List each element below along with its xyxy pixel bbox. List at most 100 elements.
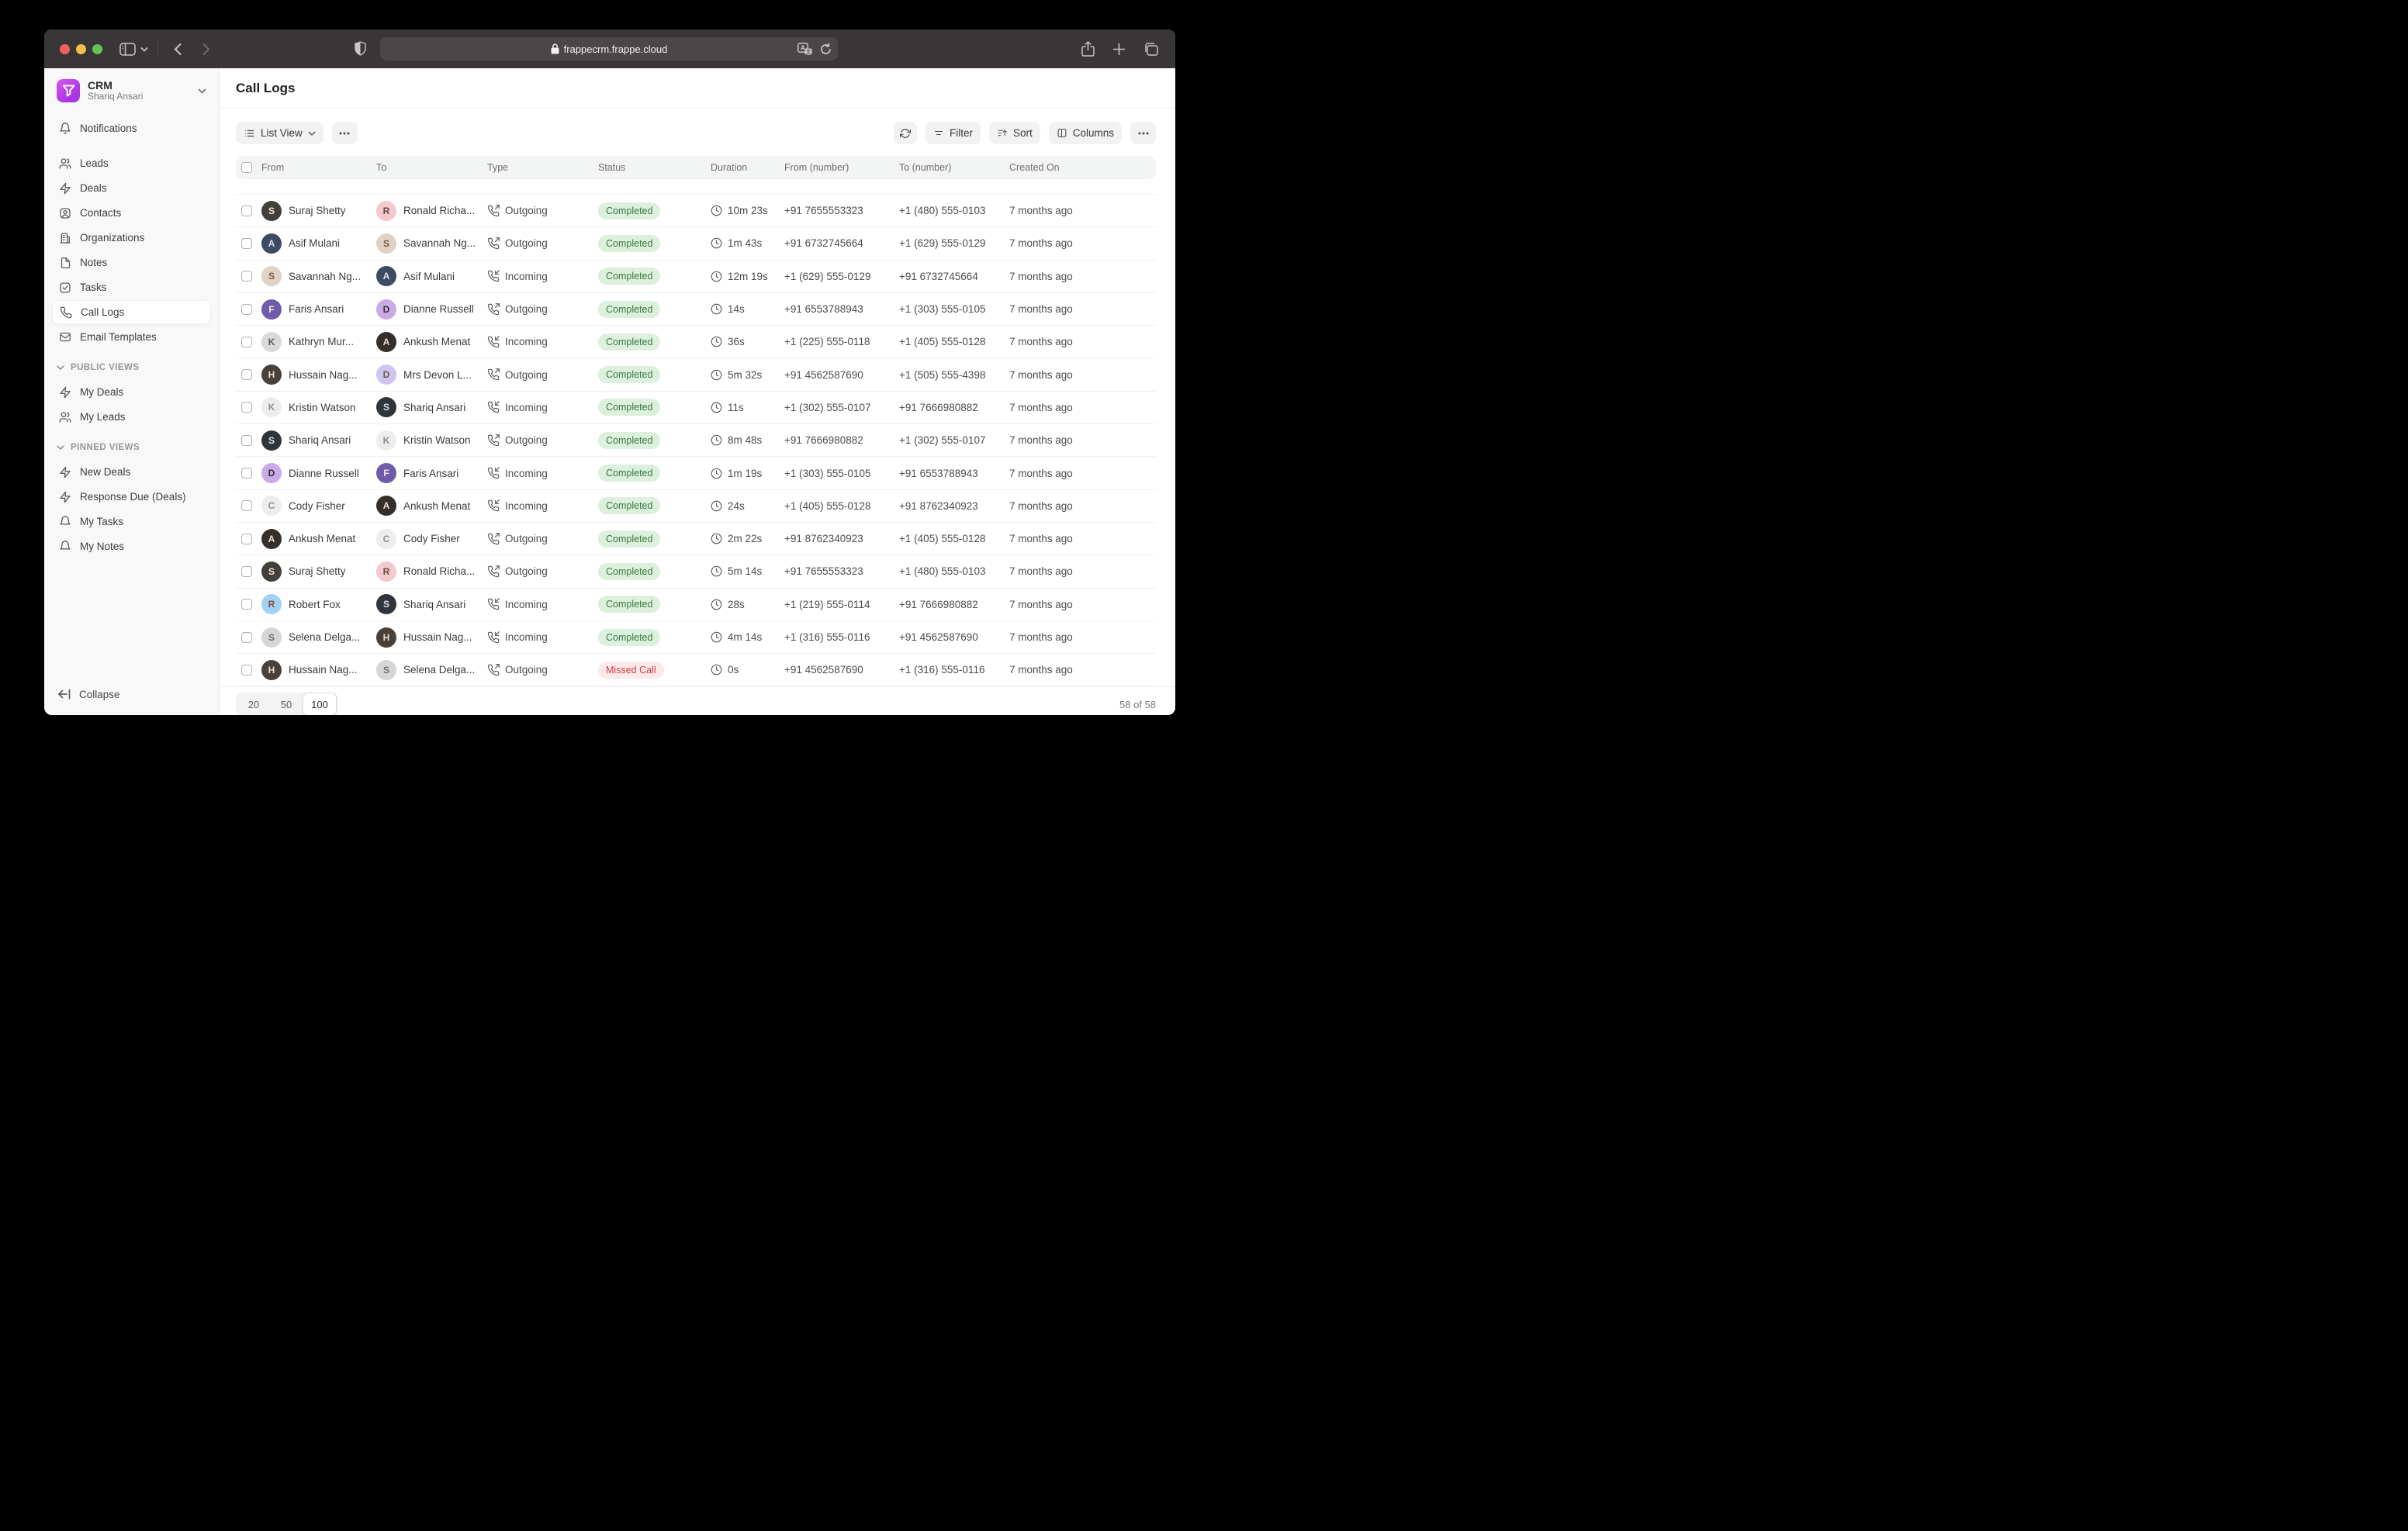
more-options-button[interactable] — [1130, 122, 1156, 144]
close-window-button[interactable] — [60, 43, 70, 54]
collapse-sidebar-button[interactable]: Collapse — [52, 683, 211, 706]
row-checkbox[interactable] — [241, 565, 252, 577]
row-checkbox[interactable] — [241, 271, 252, 282]
from-avatar: S — [261, 561, 282, 582]
table-row[interactable]: H Hussain Nag... D Mrs Devon L... Outgoing… — [236, 358, 1156, 392]
columns-button[interactable]: Columns — [1048, 122, 1122, 144]
sidebar-item-notes[interactable]: Notes — [52, 251, 211, 275]
select-all-checkbox[interactable] — [241, 162, 252, 173]
to-avatar: S — [376, 233, 396, 254]
from-name: Kathryn Mur... — [289, 336, 355, 348]
created-on: 7 months ago — [1009, 565, 1073, 578]
back-button[interactable] — [174, 43, 182, 56]
sidebar-item-deals[interactable]: Deals — [52, 176, 211, 200]
table-row[interactable]: S Savannah Ng... A Asif Mulani Incoming Co… — [236, 261, 1156, 293]
row-checkbox[interactable] — [241, 599, 252, 610]
row-checkbox[interactable] — [241, 205, 252, 216]
sidebar-toggle-icon[interactable] — [119, 42, 136, 56]
from-number: +91 6553788943 — [784, 303, 863, 316]
sidebar-item-notifications[interactable]: Notifications — [52, 116, 211, 140]
share-icon[interactable] — [1081, 41, 1095, 57]
row-checkbox[interactable] — [241, 237, 252, 249]
new-tab-icon[interactable] — [1112, 43, 1126, 56]
table-row[interactable]: R Robert Fox S Shariq Ansari Incoming Comp… — [236, 589, 1156, 621]
row-checkbox[interactable] — [241, 434, 252, 446]
to-number: +1 (316) 555-0116 — [899, 664, 985, 676]
row-checkbox[interactable] — [241, 402, 252, 413]
column-header-duration[interactable]: Duration — [711, 162, 748, 173]
to-number: +91 4562587690 — [899, 631, 978, 643]
column-header-status[interactable]: Status — [598, 162, 626, 173]
section-pinned-views[interactable]: PINNED VIEWS — [52, 443, 211, 452]
reload-icon[interactable] — [820, 43, 832, 55]
sidebar-item-my-deals[interactable]: My Deals — [52, 380, 211, 404]
chevron-down-icon — [198, 88, 206, 94]
to-number: +1 (303) 555-0105 — [899, 303, 986, 316]
sidebar-item-response-due-deals[interactable]: Response Due (Deals) — [52, 485, 211, 509]
row-checkbox[interactable] — [241, 664, 252, 676]
view-more-button[interactable] — [331, 122, 358, 144]
row-checkbox[interactable] — [241, 336, 252, 347]
minimize-window-button[interactable] — [76, 43, 86, 54]
table-row[interactable]: K Kathryn Mur... A Ankush Menat Incoming C… — [236, 326, 1156, 359]
sidebar-item-my-tasks[interactable]: My Tasks — [52, 510, 211, 534]
table-row[interactable]: H Hussain Nag... S Selena Delga... Outgoin… — [236, 654, 1156, 687]
sidebar-item-my-leads[interactable]: My Leads — [52, 405, 211, 429]
row-checkbox[interactable] — [241, 303, 252, 315]
to-number: +91 8762340923 — [899, 499, 978, 512]
page-size-50[interactable]: 50 — [280, 698, 292, 710]
sidebar-item-email-templates[interactable]: Email Templates — [52, 325, 211, 349]
table-row[interactable]: C Cody Fisher A Ankush Menat Incoming Comp… — [236, 490, 1156, 523]
to-avatar: D — [376, 299, 396, 320]
from-name: Hussain Nag... — [289, 664, 358, 676]
sort-button[interactable]: Sort — [988, 122, 1040, 144]
table-row[interactable]: K Kristin Watson S Shariq Ansari Incoming … — [236, 392, 1156, 425]
workspace-switcher[interactable]: CRM Shariq Ansari — [52, 76, 211, 105]
sidebar-item-tasks[interactable]: Tasks — [52, 275, 211, 299]
to-avatar: S — [376, 594, 396, 615]
column-header-to-number[interactable]: To (number) — [899, 162, 952, 173]
refresh-button[interactable] — [893, 122, 917, 144]
section-public-views[interactable]: PUBLIC VIEWS — [52, 363, 211, 372]
table-row[interactable]: A Asif Mulani S Savannah Ng... Outgoing Co… — [236, 227, 1156, 261]
column-header-from-number[interactable]: From (number) — [784, 162, 849, 173]
sidebar-chevron-icon[interactable] — [140, 47, 148, 52]
privacy-shield-icon[interactable] — [355, 41, 366, 60]
table-row[interactable]: F Faris Ansari D Dianne Russell Outgoing C… — [236, 293, 1156, 327]
row-checkbox[interactable] — [241, 468, 252, 479]
sidebar-item-my-notes[interactable]: My Notes — [52, 534, 211, 558]
row-checkbox[interactable] — [241, 631, 252, 643]
sidebar-item-leads[interactable]: Leads — [52, 151, 211, 175]
sidebar-item-call-logs[interactable]: Call Logs — [52, 300, 211, 324]
from-number: +1 (303) 555-0105 — [784, 467, 871, 479]
page-size-100[interactable]: 100 — [303, 693, 337, 715]
column-header-type[interactable]: Type — [487, 162, 509, 173]
zoom-window-button[interactable] — [92, 43, 102, 54]
from-avatar: K — [261, 397, 282, 418]
row-checkbox[interactable] — [241, 369, 252, 381]
column-header-from[interactable]: From — [261, 162, 285, 173]
table-row[interactable]: S Suraj Shetty R Ronald Richa... Outgoing … — [236, 555, 1156, 589]
sidebar: CRM Shariq Ansari Notifications — [44, 68, 220, 715]
sidebar-item-contacts[interactable]: Contacts — [52, 201, 211, 225]
table-row[interactable]: S Suraj Shetty R Ronald Richa... Outgoing … — [236, 195, 1156, 228]
page-size-20[interactable]: 20 — [247, 698, 260, 710]
column-header-to[interactable]: To — [376, 162, 387, 173]
tab-overview-icon[interactable] — [1143, 42, 1158, 56]
filter-button[interactable]: Filter — [925, 122, 981, 144]
row-checkbox[interactable] — [241, 500, 252, 512]
table-row[interactable]: D Dianne Russell F Faris Ansari Incoming C… — [236, 457, 1156, 490]
phone-outgoing-icon — [487, 532, 500, 545]
table-row[interactable]: S Selena Delga... H Hussain Nag... Incomin… — [236, 621, 1156, 655]
sidebar-item-new-deals[interactable]: New Deals — [52, 460, 211, 484]
view-switcher-button[interactable]: List View — [236, 122, 323, 144]
forward-button[interactable] — [202, 43, 210, 56]
sidebar-item-organizations[interactable]: Organizations — [52, 226, 211, 250]
table-row[interactable]: S Shariq Ansari K Kristin Watson Outgoing … — [236, 424, 1156, 458]
row-checkbox[interactable] — [241, 533, 252, 544]
column-header-created-on[interactable]: Created On — [1009, 162, 1060, 173]
table-row[interactable]: A Ankush Menat C Cody Fisher Outgoing Comp… — [236, 523, 1156, 556]
crm-app: CRM Shariq Ansari Notifications — [44, 68, 1175, 715]
